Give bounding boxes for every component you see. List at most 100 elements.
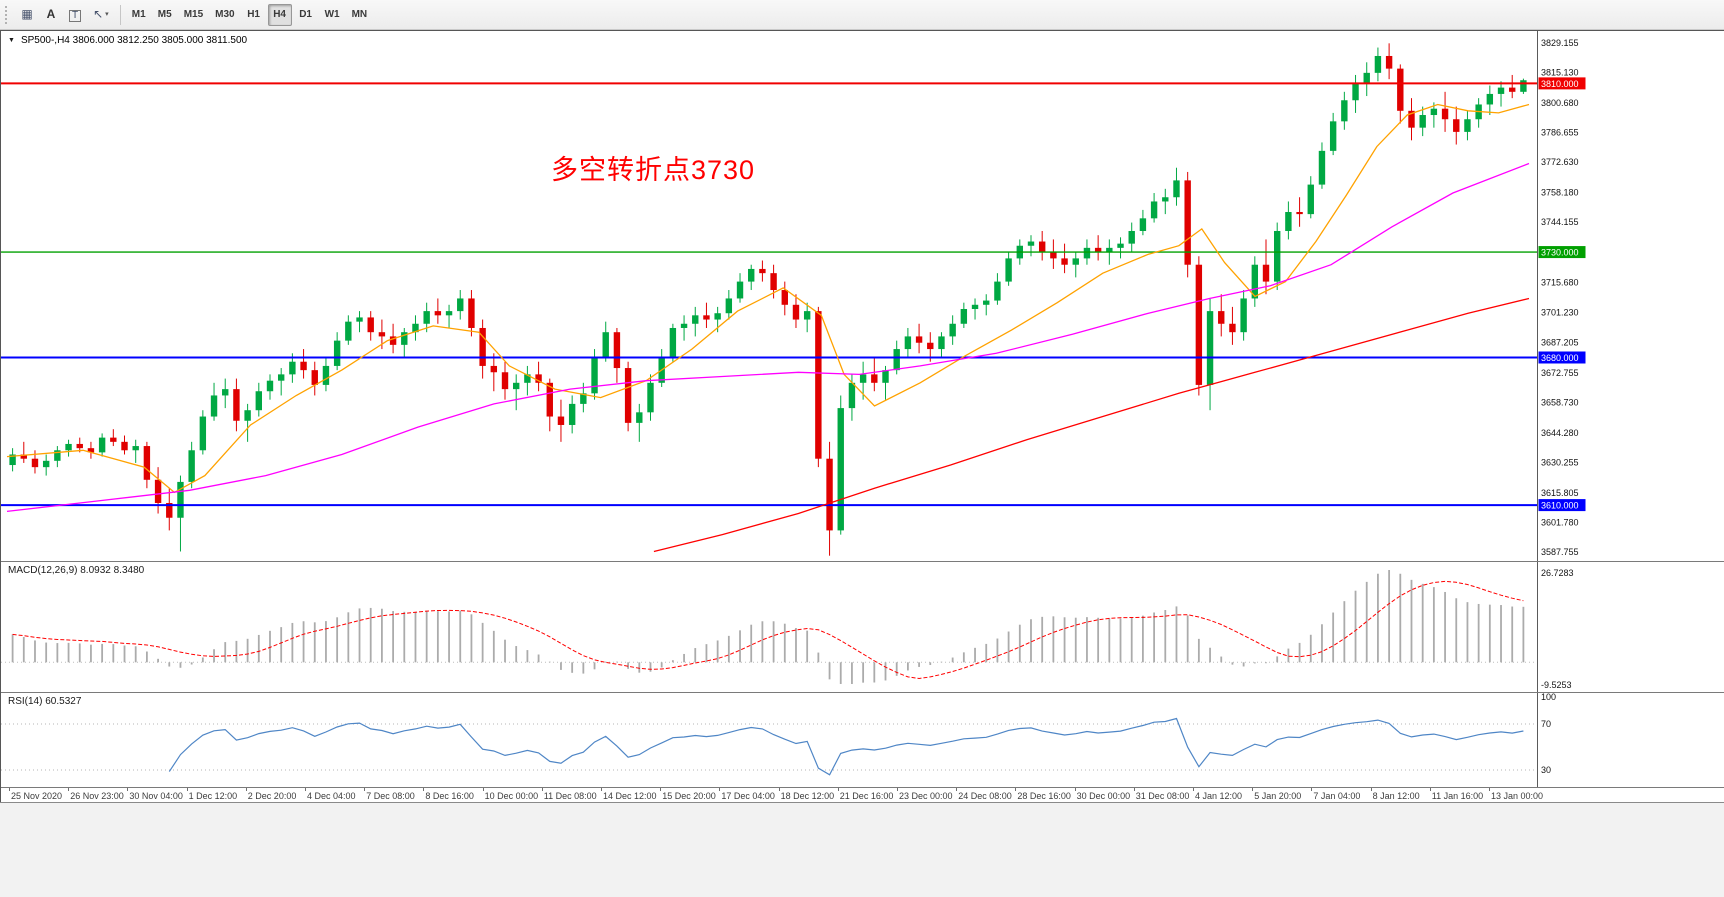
price-badge-3610.000 bbox=[1538, 499, 1586, 512]
time-tick bbox=[1489, 788, 1490, 791]
chart-annotation-text[interactable]: 多空转折点3730 bbox=[551, 155, 756, 185]
time-label: 10 Dec 00:00 bbox=[484, 791, 539, 801]
macd-chart-svg[interactable]: 26.7283 -9.5253 bbox=[1, 562, 1724, 692]
time-label: 2 Dec 20:00 bbox=[247, 791, 297, 801]
time-tick bbox=[897, 788, 898, 791]
font-tool-icon: A bbox=[46, 6, 56, 21]
cursor-tool-icon: ↖ bbox=[93, 6, 104, 21]
price-tick-label: 3658.730 bbox=[1541, 397, 1579, 407]
text-label-tool-button[interactable]: T bbox=[64, 5, 86, 27]
macd-histogram bbox=[11, 570, 1525, 684]
toolbar-grip[interactable] bbox=[5, 5, 11, 24]
chevron-down-icon: ▾ bbox=[105, 10, 109, 18]
time-axis[interactable]: 25 Nov 2020 26 Nov 23:00 30 Nov 04:00 1 Dec… bbox=[1, 788, 1724, 803]
ma-slow-red bbox=[653, 297, 1530, 553]
time-tick bbox=[364, 788, 366, 791]
rsi-scale-label: 30 bbox=[1541, 765, 1551, 775]
period-m15-button[interactable]: M15 bbox=[179, 4, 208, 26]
charts-panel-button[interactable]: ▦ bbox=[16, 3, 38, 25]
rsi-line bbox=[168, 717, 1524, 776]
price-pane[interactable]: 3829.155 3815.130 3800.680 3786.655 3772.630… bbox=[1, 31, 1724, 562]
time-tick bbox=[660, 788, 662, 791]
price-scale[interactable]: 3829.155 3815.130 3800.680 3786.655 3772.630… bbox=[1537, 31, 1586, 561]
time-label: 7 Dec 08:00 bbox=[366, 791, 415, 801]
price-badge-label: 3680.000 bbox=[1541, 353, 1579, 363]
time-tick bbox=[482, 788, 484, 791]
price-tick-label: 3815.130 bbox=[1541, 68, 1579, 78]
timeframe-toolbar: M1 M5 M15 M30 H1 H4 D1 W1 MN bbox=[126, 3, 373, 26]
time-tick bbox=[305, 788, 306, 791]
time-label: 25 Nov 2020 bbox=[11, 791, 63, 801]
time-tick bbox=[423, 788, 425, 791]
price-badge-3730.000 bbox=[1538, 246, 1586, 259]
period-m5-button[interactable]: M5 bbox=[153, 4, 177, 26]
time-tick bbox=[1370, 788, 1372, 791]
period-w1-button[interactable]: W1 bbox=[320, 4, 345, 26]
period-m30-button[interactable]: M30 bbox=[210, 4, 239, 26]
charts-panel-icon: ▦ bbox=[21, 6, 33, 21]
period-d1-button[interactable]: D1 bbox=[294, 4, 318, 26]
period-h1-button[interactable]: H1 bbox=[242, 4, 266, 26]
price-tick-label: 3701.230 bbox=[1541, 308, 1579, 318]
price-tick-label: 3601.780 bbox=[1541, 517, 1579, 527]
time-tick bbox=[1311, 788, 1313, 791]
rsi-scale-label: 70 bbox=[1541, 719, 1551, 729]
time-label: 17 Dec 04:00 bbox=[721, 791, 775, 801]
font-tool-button[interactable]: A bbox=[40, 3, 62, 25]
price-tick-label: 3715.680 bbox=[1541, 277, 1579, 287]
rsi-pane[interactable]: 100 70 30 RSI(14) 60.5327 bbox=[1, 693, 1724, 788]
period-mn-button[interactable]: MN bbox=[347, 4, 373, 26]
toolbar: ▦ A T ↖ ▾ M1 M5 M15 M30 H1 H4 D1 W1 MN bbox=[0, 0, 1724, 30]
price-tick-label: 3630.255 bbox=[1541, 457, 1579, 467]
time-tick bbox=[837, 788, 839, 791]
time-label: 5 Jan 20:00 bbox=[1254, 791, 1302, 801]
ma-fast-orange bbox=[6, 103, 1530, 494]
time-label: 7 Jan 04:00 bbox=[1313, 791, 1361, 801]
time-label: 1 Dec 12:00 bbox=[188, 791, 238, 801]
ma-mid-magenta bbox=[6, 162, 1530, 513]
price-chart-svg[interactable]: 3829.155 3815.130 3800.680 3786.655 3772.630… bbox=[1, 31, 1724, 561]
time-label: 18 Dec 12:00 bbox=[780, 791, 835, 801]
time-tick bbox=[601, 788, 602, 791]
time-label: 4 Dec 04:00 bbox=[307, 791, 356, 801]
price-tick-label: 3744.155 bbox=[1541, 217, 1579, 227]
toolbar-tools: ▦ A T ↖ ▾ bbox=[15, 3, 115, 27]
time-label: 4 Jan 12:00 bbox=[1195, 791, 1243, 801]
price-badge-3810.000 bbox=[1538, 77, 1586, 90]
time-tick bbox=[127, 788, 129, 791]
rsi-scale-label: 100 bbox=[1541, 693, 1556, 702]
period-h4-button[interactable]: H4 bbox=[267, 3, 292, 26]
macd-scale-top: 26.7283 bbox=[1541, 568, 1574, 578]
macd-title: MACD(12,26,9) 8.0932 8.3480 bbox=[8, 565, 145, 576]
time-tick bbox=[186, 788, 188, 791]
time-label: 23 Dec 00:00 bbox=[899, 791, 953, 801]
time-label: 30 Nov 04:00 bbox=[129, 791, 183, 801]
time-label: 31 Dec 08:00 bbox=[1135, 791, 1190, 801]
candles-group[interactable] bbox=[9, 43, 1527, 556]
time-tick bbox=[1193, 788, 1194, 791]
price-tick-label: 3800.680 bbox=[1541, 98, 1579, 108]
time-label: 8 Dec 16:00 bbox=[425, 791, 474, 801]
price-tick-label: 3644.280 bbox=[1541, 428, 1579, 438]
horizontal-lines-group[interactable] bbox=[1, 82, 1537, 507]
time-tick bbox=[1252, 788, 1254, 791]
time-tick bbox=[1074, 788, 1076, 791]
price-tick-label: 3786.655 bbox=[1541, 128, 1579, 138]
price-badge-3680.000 bbox=[1538, 351, 1586, 364]
macd-signal-line bbox=[12, 580, 1524, 680]
price-tick-label: 3615.805 bbox=[1541, 488, 1579, 498]
time-tick bbox=[778, 788, 780, 791]
price-badge-label: 3610.000 bbox=[1541, 501, 1579, 511]
cursor-tool-button[interactable]: ↖ ▾ bbox=[88, 3, 114, 25]
time-label: 28 Dec 16:00 bbox=[1017, 791, 1071, 801]
one-click-trading-toggle[interactable]: ▼ bbox=[8, 37, 15, 44]
price-tick-label: 3587.755 bbox=[1541, 547, 1579, 557]
time-tick bbox=[956, 788, 958, 791]
window-background bbox=[0, 802, 1724, 897]
macd-pane[interactable]: 26.7283 -9.5253 MACD(12,26,9) 8.0932 8.34… bbox=[1, 562, 1724, 693]
time-tick bbox=[9, 788, 10, 791]
period-m1-button[interactable]: M1 bbox=[127, 4, 151, 26]
rsi-chart-svg[interactable]: 100 70 30 bbox=[1, 693, 1724, 787]
price-tick-label: 3772.630 bbox=[1541, 157, 1579, 167]
time-label: 14 Dec 12:00 bbox=[603, 791, 657, 801]
